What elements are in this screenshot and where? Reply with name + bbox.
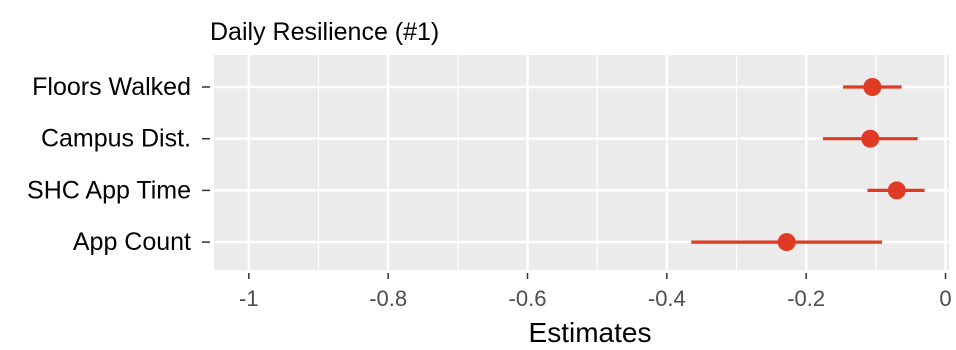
x-tick-label: -0.6	[509, 286, 547, 311]
grid-lines	[214, 55, 949, 270]
plot-panel	[214, 55, 949, 270]
x-axis-title: Estimates	[529, 317, 652, 348]
estimate-marks	[691, 78, 925, 252]
x-tick-labels: -1 -0.8 -0.6 -0.4 -0.2 0	[239, 273, 952, 311]
estimate-point	[887, 181, 906, 200]
category-label: SHC App Time	[27, 176, 191, 204]
x-tick-label: -0.4	[648, 286, 686, 311]
x-tick-label: -0.8	[369, 286, 407, 311]
category-label: Floors Walked	[32, 73, 191, 101]
estimate-point	[777, 233, 796, 252]
category-label: App Count	[73, 228, 191, 256]
estimate-point	[861, 129, 880, 148]
estimate-point	[863, 78, 882, 96]
x-tick-label: -1	[239, 286, 259, 311]
x-tick-label: 0	[939, 286, 951, 311]
x-tick-label: -0.2	[787, 286, 825, 311]
chart-title: Daily Resilience (#1)	[210, 18, 439, 46]
category-label: Campus Dist.	[41, 125, 191, 153]
category-labels: Floors Walked Campus Dist. SHC App Time App…	[27, 73, 210, 256]
